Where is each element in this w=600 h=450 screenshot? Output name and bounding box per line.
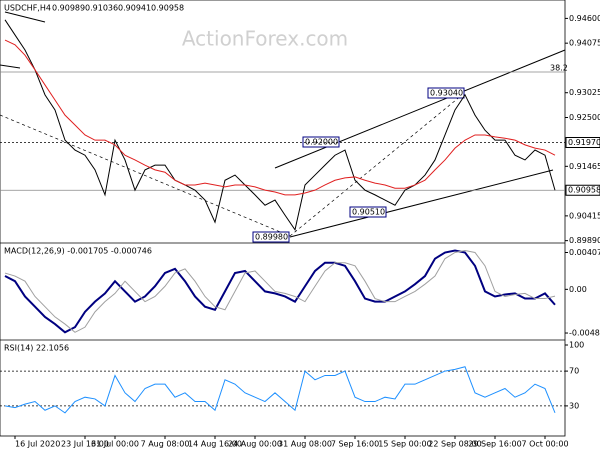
level-label: 0.91970 — [568, 138, 600, 147]
channel-upper — [274, 49, 566, 169]
series-line — [4, 366, 556, 414]
x-tick-label: 7 Oct 00:00 — [521, 440, 568, 449]
trend-line — [0, 114, 291, 237]
y-tick-label: 0.93025 — [569, 88, 600, 97]
x-tick-label: 31 Jul 00:00 — [91, 440, 139, 449]
annotation-box — [302, 136, 340, 148]
y-tick-label: -0.004829 — [569, 329, 600, 338]
rsi-title: RSI(14) 22.1056 — [4, 344, 69, 353]
channel-lower — [289, 169, 554, 238]
trend-line — [289, 94, 463, 237]
level-box — [565, 136, 600, 148]
trend-line — [4, 11, 46, 23]
level-box — [565, 184, 600, 196]
x-tick-label: 16 Jul 2020 — [15, 440, 60, 449]
fib-label: 38.2 — [550, 64, 568, 73]
x-tick-label: 24 Aug 00:00 — [228, 440, 282, 449]
series-line — [4, 39, 556, 196]
ohlc-close: 0.90958 — [151, 4, 184, 13]
series-line — [4, 249, 556, 334]
y-tick-label: 0.94600 — [569, 14, 600, 23]
annotation-box — [427, 87, 465, 99]
x-tick-label: 7 Aug 08:00 — [141, 440, 190, 449]
ohlc-high: 0.91036 — [85, 4, 118, 13]
y-tick-label: 0.89890 — [569, 236, 600, 245]
plot-frame — [0, 0, 566, 437]
y-tick-label: 0.90415 — [569, 211, 600, 220]
watermark: ActionForex.com — [182, 27, 348, 51]
y-tick-label: 70 — [569, 367, 579, 376]
annotation-label: 0.89980 — [255, 233, 288, 242]
annotation-label: 0.93040 — [430, 89, 463, 98]
annotation-box — [349, 206, 387, 218]
annotation-label: 0.90510 — [352, 208, 385, 217]
series-line — [4, 250, 556, 333]
symbol: USDCHF,H4 — [4, 4, 51, 13]
y-tick-label: 30 — [569, 401, 579, 410]
series-line — [4, 19, 556, 232]
x-tick-label: 14 Aug 16:00 — [188, 440, 242, 449]
annotation-box — [252, 231, 290, 243]
annotation: 0.93040 0.92000 0.90510 0.89980 — [252, 87, 465, 243]
ohlc-open: 0.90989 — [52, 4, 85, 13]
x-tick-label: 31 Aug 08:00 — [278, 440, 332, 449]
level-label: 0.90958 — [568, 186, 600, 195]
y-tick-label: 100 — [569, 341, 584, 350]
x-tick-label: 15 Sep 00:00 — [378, 440, 431, 449]
trend-line — [0, 64, 21, 69]
y-tick-label: 0.92500 — [569, 113, 600, 122]
y-tick-label: 0.94075 — [569, 39, 600, 48]
x-tick-label: 29 Sep 16:00 — [468, 440, 521, 449]
x-tick-label: 22 Sep 08:00 — [428, 440, 481, 449]
x-tick-label: 7 Sep 16:00 — [331, 440, 379, 449]
y-tick-label: 0.004071 — [569, 248, 600, 257]
macd-title: MACD(12,26,9) -0.001705 -0.000746 — [4, 247, 152, 256]
ohlc-low: 0.90941 — [118, 4, 151, 13]
y-tick-label: 0.91465 — [569, 162, 600, 171]
annotation-label: 0.92000 — [305, 138, 338, 147]
y-tick-label: 0.00 — [569, 285, 587, 294]
x-tick-label: 23 Jul 16:00 — [61, 440, 109, 449]
